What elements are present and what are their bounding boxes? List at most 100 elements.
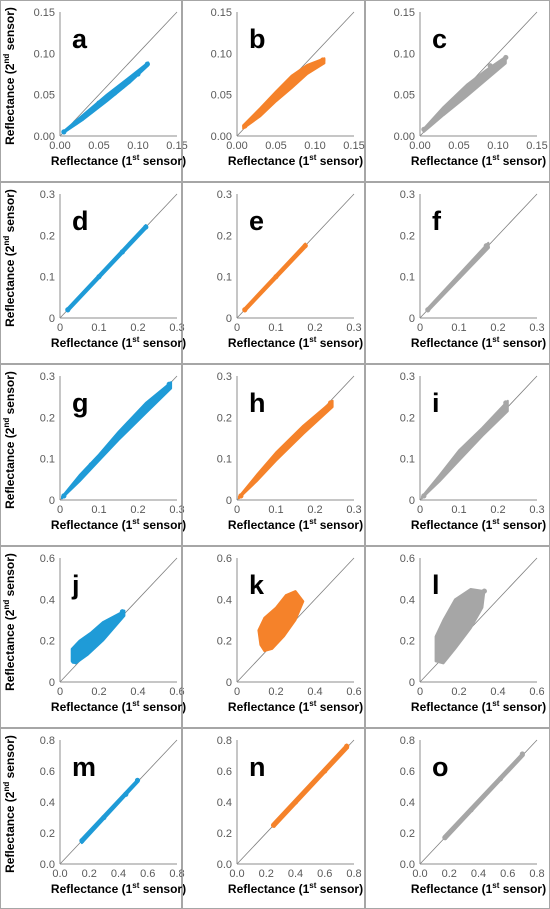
x-tick-label: 0 bbox=[417, 686, 423, 698]
x-tick-label: 0 bbox=[57, 322, 63, 334]
x-tick-label: 0.4 bbox=[471, 868, 486, 880]
panel-d: 00 0.1 0.1 0.2 0.2 0.3 0.3 d Reflectance (1st se… bbox=[0, 182, 186, 364]
x-tick-label: 0.3 bbox=[529, 504, 544, 516]
data-point bbox=[322, 768, 328, 774]
panel-l: 00 0.2 0.2 0.4 0.4 0.6 0.6 l Reflectance (1st se… bbox=[365, 546, 550, 728]
panel-m: 0.00.0 0.2 0.2 0.4 0.4 0.6 0.6 0.8 0.8 m Reflectan… bbox=[0, 728, 186, 909]
y-tick-label: 0.4 bbox=[400, 797, 415, 809]
panel-f: 00 0.1 0.1 0.2 0.2 0.3 0.3 f Reflectance (1st se… bbox=[365, 182, 550, 364]
data-point bbox=[119, 249, 125, 255]
data-point bbox=[71, 658, 77, 664]
scatter-cloud bbox=[257, 590, 305, 652]
y-tick-label: 0.1 bbox=[40, 454, 55, 466]
x-tick-label: 0.1 bbox=[268, 322, 283, 334]
y-tick-label: 0.2 bbox=[217, 828, 232, 840]
y-tick-label: 0 bbox=[409, 313, 415, 325]
x-tick-label: 0.6 bbox=[140, 868, 155, 880]
data-point bbox=[320, 57, 326, 63]
x-tick-label: 0 bbox=[234, 322, 240, 334]
x-tick-label: 0 bbox=[417, 322, 423, 334]
data-point bbox=[65, 307, 71, 313]
y-tick-label: 0.6 bbox=[40, 766, 55, 778]
x-tick-label: 0.0 bbox=[52, 868, 67, 880]
y-axis-title: Reflectance (2nd sensor) bbox=[2, 189, 17, 327]
x-tick-label: 0 bbox=[234, 686, 240, 698]
x-tick-label: 0.4 bbox=[130, 686, 145, 698]
data-point bbox=[242, 307, 248, 313]
panel-h: 00 0.1 0.1 0.2 0.2 0.3 0.3 h Reflectance (1st se… bbox=[182, 364, 365, 546]
y-tick-label: 0.1 bbox=[217, 272, 232, 284]
y-tick-label: 0.2 bbox=[217, 230, 232, 242]
data-point bbox=[436, 650, 443, 656]
y-tick-label: 0.1 bbox=[40, 272, 55, 284]
x-tick-label: 0.1 bbox=[451, 322, 466, 334]
x-tick-label: 0.1 bbox=[268, 504, 283, 516]
panel-frame bbox=[182, 546, 365, 728]
y-tick-label: 0.3 bbox=[400, 189, 415, 201]
x-axis-title: Reflectance (1st sensor) bbox=[51, 153, 186, 168]
data-point bbox=[127, 76, 133, 82]
y-tick-label: 0.1 bbox=[400, 454, 415, 466]
x-tick-label: 0.2 bbox=[82, 868, 97, 880]
data-point bbox=[421, 493, 427, 499]
panel-frame bbox=[182, 364, 365, 546]
panel-label: i bbox=[432, 388, 440, 418]
data-point bbox=[119, 83, 125, 89]
data-point bbox=[273, 617, 279, 623]
data-point bbox=[425, 307, 431, 313]
y-tick-label: 0 bbox=[226, 495, 232, 507]
scatter-cloud bbox=[66, 224, 148, 313]
data-point bbox=[503, 54, 509, 61]
x-tick-label: 0.6 bbox=[500, 868, 515, 880]
panel-label: l bbox=[432, 570, 440, 600]
panel-c: 0.000.00 0.05 0.05 0.10 0.10 0.15 0.15 c Reflect… bbox=[365, 0, 550, 182]
data-point bbox=[73, 120, 79, 126]
x-tick-label: 0.05 bbox=[448, 140, 469, 152]
data-point bbox=[61, 129, 67, 135]
scatter-cloud bbox=[443, 752, 525, 841]
data-point bbox=[106, 621, 112, 627]
one-to-one-line bbox=[59, 11, 178, 137]
data-point bbox=[292, 799, 299, 805]
x-tick-label: 0.05 bbox=[88, 140, 109, 152]
x-tick-label: 0 bbox=[234, 504, 240, 516]
panel-frame bbox=[182, 182, 365, 364]
y-tick-label: 0.15 bbox=[211, 7, 232, 19]
data-point bbox=[238, 493, 244, 499]
x-axis-title: Reflectance (1st sensor) bbox=[51, 881, 186, 896]
x-axis-title: Reflectance (1st sensor) bbox=[411, 335, 546, 350]
data-point bbox=[497, 776, 504, 782]
data-point bbox=[442, 835, 448, 841]
data-point bbox=[79, 838, 85, 844]
x-tick-label: 0.2 bbox=[259, 868, 274, 880]
panel-frame bbox=[0, 182, 182, 364]
y-tick-label: 0 bbox=[49, 677, 55, 689]
panel-label: b bbox=[249, 24, 266, 54]
x-tick-label: 0.00 bbox=[226, 140, 247, 152]
y-tick-label: 0.4 bbox=[217, 797, 232, 809]
y-tick-label: 0.10 bbox=[211, 48, 232, 60]
x-tick-label: 0.00 bbox=[49, 140, 70, 152]
data-point bbox=[115, 433, 122, 439]
x-tick-label: 0.3 bbox=[346, 504, 361, 516]
data-point bbox=[86, 638, 92, 644]
x-tick-label: 0.3 bbox=[169, 504, 184, 516]
data-point bbox=[440, 108, 446, 114]
y-axis-title: Reflectance (2nd sensor) bbox=[2, 7, 17, 145]
data-point bbox=[421, 126, 427, 132]
y-tick-label: 0.8 bbox=[217, 735, 232, 747]
y-tick-label: 0.4 bbox=[217, 594, 232, 606]
panel-label: j bbox=[71, 570, 80, 600]
x-tick-label: 0.6 bbox=[317, 868, 332, 880]
x-axis-title: Reflectance (1st sensor) bbox=[411, 699, 546, 714]
panel-a: 0.000.00 0.05 0.05 0.10 0.10 0.15 0.15 a Reflect… bbox=[0, 0, 188, 182]
x-tick-label: 0.0 bbox=[229, 868, 244, 880]
y-tick-label: 0.2 bbox=[400, 412, 415, 424]
x-tick-label: 0.15 bbox=[166, 140, 187, 152]
y-tick-label: 0.4 bbox=[400, 594, 415, 606]
x-axis-title: Reflectance (1st sensor) bbox=[51, 699, 186, 714]
y-tick-label: 0.2 bbox=[40, 412, 55, 424]
x-tick-label: 0.00 bbox=[409, 140, 430, 152]
x-tick-label: 0.2 bbox=[442, 868, 457, 880]
scatter-cloud bbox=[70, 609, 126, 665]
